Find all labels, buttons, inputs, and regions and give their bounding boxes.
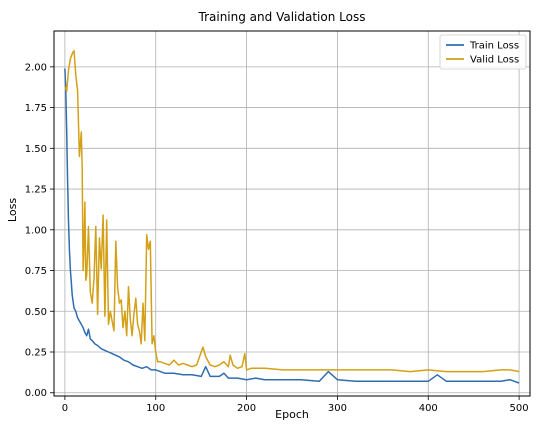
y-tick-label: 0.25 xyxy=(25,348,47,359)
y-tick-label: 1.00 xyxy=(25,225,47,236)
plot-frame xyxy=(53,30,531,397)
y-axis-label: Loss xyxy=(6,198,19,222)
chart-title: Training and Validation Loss xyxy=(198,10,366,24)
y-tick-label: 0.50 xyxy=(25,307,47,318)
y-tick-label: 1.50 xyxy=(25,144,47,155)
x-tick-label: 400 xyxy=(419,403,438,414)
x-tick-label: 100 xyxy=(146,403,165,414)
y-tick-label: 2.00 xyxy=(25,62,47,73)
x-tick-label: 500 xyxy=(510,403,529,414)
x-axis: 0 100 200 300 400 500 xyxy=(62,396,529,414)
y-axis: 0.00 0.25 0.50 0.75 1.00 1.25 1.50 1.75 2.00 xyxy=(25,62,54,399)
legend-label: Train Loss xyxy=(469,41,519,52)
y-tick-label: 1.25 xyxy=(25,185,47,196)
legend-label: Valid Loss xyxy=(470,55,519,66)
series-lines xyxy=(64,49,520,384)
x-tick-label: 200 xyxy=(237,403,256,414)
x-tick-label: 300 xyxy=(328,403,347,414)
legend: Train Loss Valid Loss xyxy=(439,34,527,70)
y-tick-label: 0.00 xyxy=(25,388,47,399)
series-line-1 xyxy=(64,49,520,373)
y-tick-label: 0.75 xyxy=(25,266,47,277)
x-tick-label: 0 xyxy=(62,403,68,414)
legend-box xyxy=(439,34,527,70)
series-line-0 xyxy=(64,68,520,384)
x-axis-label: Epoch xyxy=(275,408,309,421)
grid xyxy=(54,31,530,396)
y-tick-label: 1.75 xyxy=(25,103,47,114)
